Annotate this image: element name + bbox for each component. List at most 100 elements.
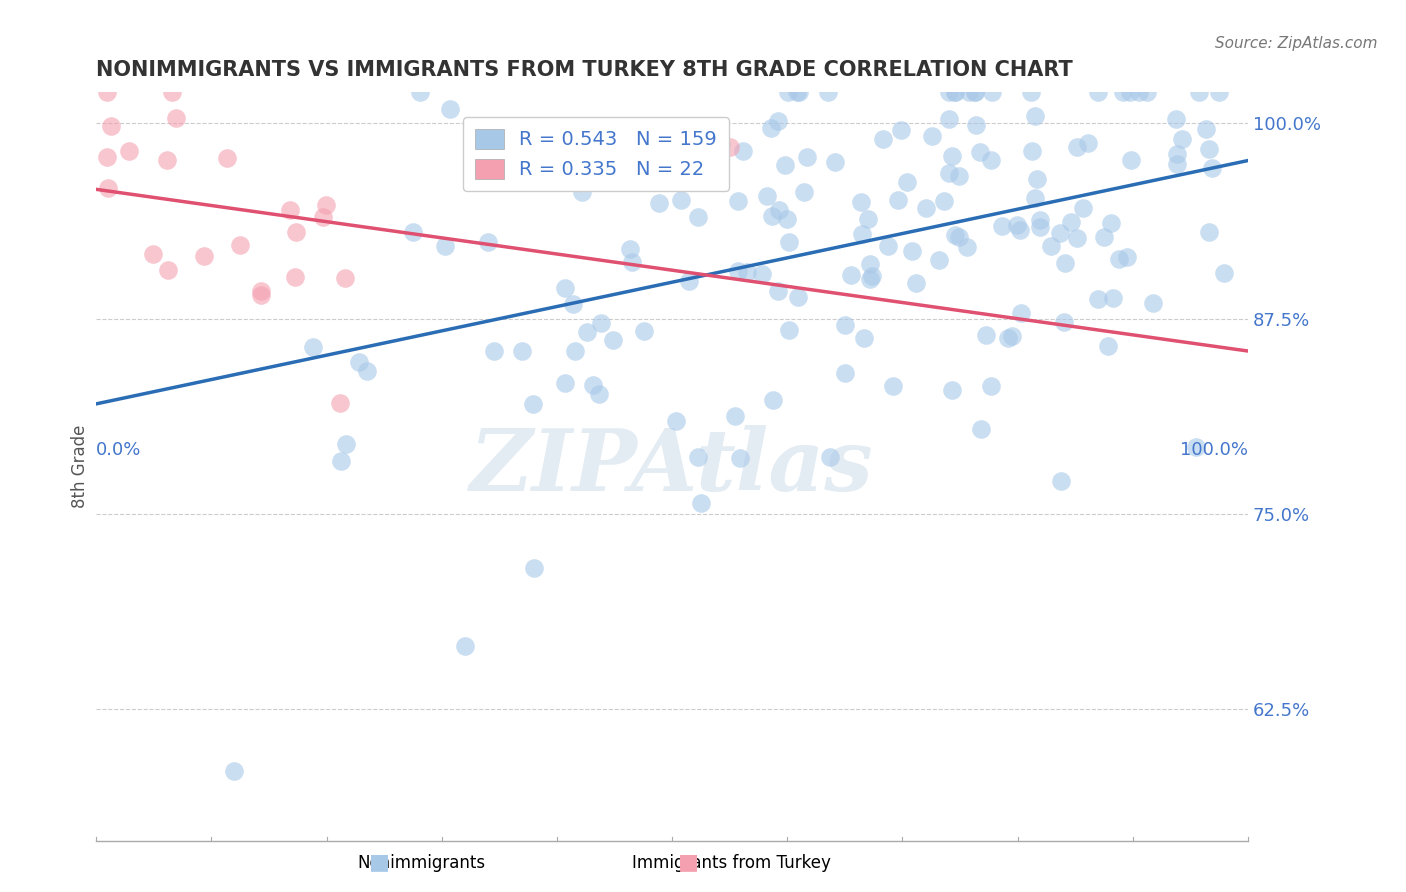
Point: [1128, 85, 1150, 99]
Point: [948, 169, 970, 183]
Point: [872, 132, 894, 146]
Point: [665, 414, 688, 428]
Point: [731, 144, 754, 158]
Point: [980, 378, 1002, 392]
Point: [1050, 474, 1073, 488]
Point: [647, 196, 669, 211]
Point: [621, 138, 644, 153]
Point: [335, 270, 357, 285]
Point: [943, 85, 966, 99]
Point: [538, 171, 561, 186]
Point: [1108, 252, 1130, 266]
Point: [839, 268, 862, 282]
Point: [229, 237, 252, 252]
Point: [588, 386, 610, 401]
Point: [957, 85, 980, 99]
Point: [969, 145, 991, 159]
Point: [1010, 306, 1032, 320]
Point: [620, 255, 643, 269]
Point: [1099, 216, 1122, 230]
Point: [1112, 85, 1135, 99]
Point: [766, 284, 789, 298]
Point: [575, 325, 598, 339]
Point: [193, 249, 215, 263]
Point: [938, 85, 960, 99]
Point: [1024, 190, 1046, 204]
Text: NONIMMIGRANTS VS IMMIGRANTS FROM TURKEY 8TH GRADE CORRELATION CHART: NONIMMIGRANTS VS IMMIGRANTS FROM TURKEY …: [96, 60, 1073, 79]
Point: [817, 85, 839, 99]
Point: [901, 244, 924, 259]
Point: [1007, 218, 1029, 232]
Point: [477, 235, 499, 249]
Point: [768, 202, 790, 217]
Point: [905, 276, 928, 290]
Point: [224, 764, 246, 778]
Point: [690, 496, 713, 510]
Point: [882, 378, 904, 392]
Point: [1166, 157, 1188, 171]
Point: [1164, 112, 1187, 126]
Point: [948, 230, 970, 244]
Text: Source: ZipAtlas.com: Source: ZipAtlas.com: [1215, 36, 1378, 51]
Point: [1060, 215, 1083, 229]
Point: [1118, 85, 1140, 99]
Point: [97, 181, 120, 195]
Point: [564, 343, 586, 358]
Point: [118, 144, 141, 158]
Point: [1026, 172, 1049, 186]
Point: [409, 85, 432, 99]
Point: [1142, 295, 1164, 310]
Text: 0.0%: 0.0%: [96, 441, 142, 458]
Point: [554, 281, 576, 295]
Point: [1116, 250, 1139, 264]
Point: [943, 85, 966, 99]
Point: [851, 195, 873, 210]
Point: [934, 194, 956, 209]
Point: [877, 239, 900, 253]
Point: [311, 210, 333, 224]
Point: [96, 150, 118, 164]
Point: [963, 85, 986, 99]
Point: [773, 158, 796, 172]
Point: [943, 227, 966, 242]
Point: [1212, 266, 1234, 280]
Point: [434, 239, 457, 253]
Point: [1028, 213, 1050, 227]
Point: [956, 240, 979, 254]
Point: [761, 120, 783, 135]
Point: [96, 85, 118, 99]
Point: [100, 119, 122, 133]
Point: [215, 151, 238, 165]
Point: [610, 170, 633, 185]
Point: [786, 85, 808, 99]
Point: [735, 265, 758, 279]
Point: [941, 148, 963, 162]
Point: [778, 235, 800, 249]
Point: [789, 85, 811, 99]
Point: [915, 201, 938, 215]
Point: [834, 366, 856, 380]
Point: [890, 123, 912, 137]
Point: [980, 85, 1002, 99]
Point: [1097, 339, 1119, 353]
Point: [688, 450, 710, 464]
Point: [965, 85, 987, 99]
Point: [284, 225, 307, 239]
Text: 100.0%: 100.0%: [1180, 441, 1249, 458]
Point: [834, 318, 856, 332]
Point: [824, 155, 846, 169]
Point: [1101, 291, 1123, 305]
Point: [1008, 223, 1031, 237]
Point: [756, 188, 779, 202]
Point: [1188, 85, 1211, 99]
Point: [980, 153, 1002, 168]
Point: [619, 242, 641, 256]
Point: [591, 156, 613, 170]
Point: [278, 202, 301, 217]
Point: [1119, 153, 1142, 167]
Point: [329, 396, 352, 410]
Point: [686, 211, 709, 225]
Point: [718, 140, 741, 154]
Point: [315, 197, 337, 211]
Point: [1195, 121, 1218, 136]
